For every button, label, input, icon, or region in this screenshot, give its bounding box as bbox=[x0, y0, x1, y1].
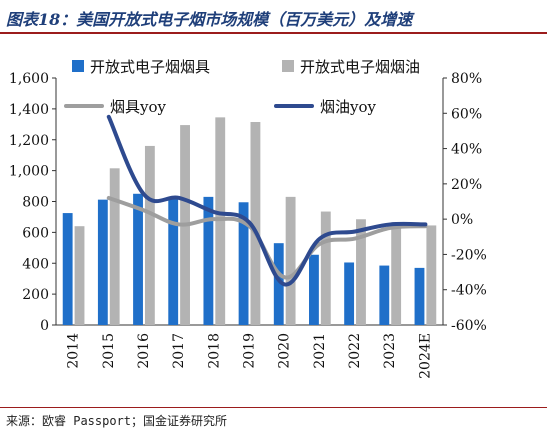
source-divider bbox=[0, 407, 547, 408]
chart: 0 200 400 600 800 1,000 1,200 1,400 1,600 -60% -40… bbox=[9, 58, 487, 379]
bar bbox=[238, 202, 249, 325]
y-right-tick-label: 80% bbox=[451, 71, 482, 87]
y-right-tick-label: 20% bbox=[451, 177, 482, 193]
bar bbox=[379, 265, 390, 325]
legend-label: 开放式电子烟烟具 bbox=[90, 58, 210, 76]
bar bbox=[414, 267, 425, 325]
bar bbox=[144, 145, 155, 325]
y-right-tick-label: -60% bbox=[451, 318, 487, 334]
x-tick-label: 2023 bbox=[382, 333, 398, 369]
x-tick-label: 2015 bbox=[101, 333, 117, 369]
bar bbox=[168, 196, 179, 325]
source-note: 来源：欧睿 Passport；国金证券研究所 bbox=[6, 414, 228, 428]
x-tick-label: 2018 bbox=[206, 333, 222, 369]
line-series bbox=[106, 195, 428, 280]
y-left-tick-label: 800 bbox=[22, 195, 49, 211]
x-tick-label: 2014 bbox=[66, 333, 82, 369]
y-right-tick-label: 60% bbox=[451, 106, 482, 122]
bar bbox=[215, 117, 226, 325]
bar bbox=[285, 196, 296, 325]
bar bbox=[109, 168, 120, 325]
x-tick-label: 2022 bbox=[347, 333, 363, 369]
title-divider bbox=[0, 32, 547, 34]
y-left-tick-label: 1,200 bbox=[9, 133, 49, 149]
legend-swatch bbox=[282, 60, 294, 72]
y-left-tick-label: 1,000 bbox=[9, 164, 49, 180]
y-left-tick-label: 1,600 bbox=[9, 71, 49, 87]
bar bbox=[62, 213, 73, 325]
x-tick-label: 2016 bbox=[136, 333, 152, 369]
legend-swatch bbox=[72, 60, 84, 72]
legend-label: 烟油yoy bbox=[320, 98, 377, 116]
x-tick-label: 2017 bbox=[171, 333, 187, 369]
y-left-tick-label: 400 bbox=[22, 256, 49, 272]
y-right-tick-label: 0% bbox=[451, 212, 473, 228]
x-tick-label: 2019 bbox=[242, 333, 258, 369]
chart-title: 图表18：美国开放式电子烟市场规模（百万美元）及增速 bbox=[6, 10, 413, 29]
y-right-tick-label: -20% bbox=[451, 247, 487, 263]
legend-label: 开放式电子烟烟油 bbox=[300, 58, 420, 76]
bar bbox=[356, 219, 366, 325]
line-series bbox=[106, 114, 428, 287]
y-left-tick-label: 200 bbox=[22, 287, 49, 303]
y-left-tick-label: 0 bbox=[40, 318, 49, 334]
x-tick-label: 2020 bbox=[277, 333, 293, 369]
x-tick-label: 2024E bbox=[417, 333, 433, 379]
y-left-tick-label: 1,400 bbox=[9, 102, 49, 118]
bar bbox=[273, 243, 284, 325]
bar bbox=[250, 121, 261, 325]
bar bbox=[309, 254, 319, 325]
bar bbox=[344, 262, 355, 325]
x-tick-label: 2021 bbox=[312, 333, 328, 369]
bar bbox=[97, 199, 108, 325]
y-left-tick-label: 600 bbox=[22, 225, 49, 241]
legend-label: 烟具yoy bbox=[110, 98, 167, 116]
y-right-tick-label: -40% bbox=[451, 283, 487, 299]
bar bbox=[320, 211, 331, 325]
bar bbox=[426, 225, 437, 325]
y-right-tick-label: 40% bbox=[451, 142, 482, 158]
bar bbox=[133, 193, 143, 325]
bar bbox=[74, 226, 85, 325]
bar bbox=[391, 222, 402, 325]
bar bbox=[203, 196, 214, 325]
